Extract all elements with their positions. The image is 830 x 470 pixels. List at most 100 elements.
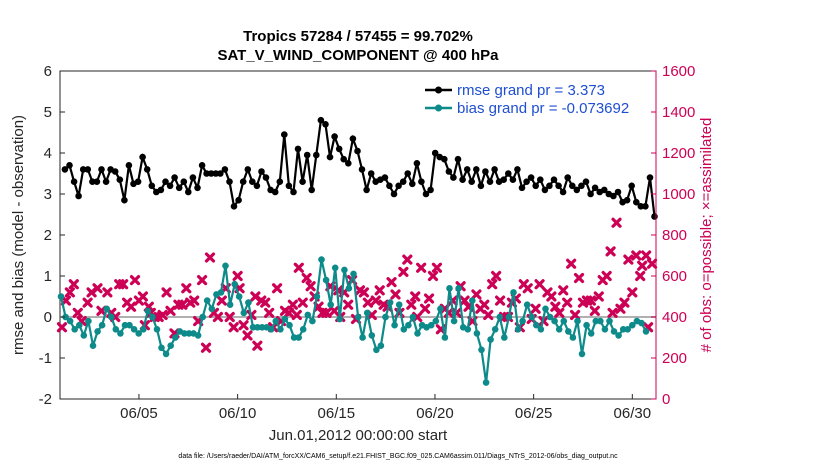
- obs-marker: [518, 279, 529, 290]
- obs-marker-stroke: [256, 295, 267, 306]
- bias-point: [546, 313, 554, 321]
- obs-marker: [419, 303, 431, 314]
- obs-marker-stroke: [370, 295, 381, 306]
- rmse-point: [555, 182, 562, 190]
- rmse-point: [651, 213, 658, 220]
- obs-marker-stroke: [635, 270, 646, 282]
- obs-marker: [279, 305, 291, 316]
- rmse-point: [258, 168, 265, 175]
- rmse-point: [550, 176, 558, 183]
- obs-marker: [619, 297, 630, 308]
- rmse-point: [249, 178, 256, 185]
- y-tick-label: 0: [44, 309, 52, 326]
- bias-point: [496, 313, 504, 321]
- rmse-point: [121, 196, 128, 204]
- obs-marker: [64, 287, 75, 298]
- bias-point: [62, 313, 69, 321]
- bias-point: [528, 313, 536, 321]
- bias-point: [469, 297, 476, 304]
- rmse-point: [445, 168, 453, 175]
- rmse-point: [399, 178, 407, 185]
- rmse-point: [116, 176, 124, 183]
- bias-point: [85, 317, 92, 325]
- obs-marker-stroke: [224, 311, 235, 323]
- obs-marker: [86, 287, 97, 298]
- rmse-point: [633, 198, 640, 206]
- bias-point: [638, 319, 645, 327]
- obs-marker-stroke: [343, 299, 354, 310]
- bias-point: [322, 276, 330, 284]
- y-right-tick-label: 1600: [662, 63, 695, 80]
- y-axis-label: rmse and bias (model - observation): [10, 115, 27, 355]
- rmse-point: [354, 147, 361, 155]
- rmse-point: [340, 155, 348, 163]
- rmse-point: [441, 155, 448, 163]
- bias-point: [254, 324, 261, 331]
- obs-marker-stroke: [471, 289, 482, 300]
- obs-marker-stroke: [611, 217, 622, 228]
- bias-point: [199, 313, 206, 321]
- bias-point: [345, 285, 353, 292]
- y-right-tick-label: 200: [662, 350, 687, 367]
- bias-point: [382, 313, 389, 321]
- bias-point: [446, 285, 453, 292]
- rmse-point: [171, 174, 178, 181]
- bias-point: [117, 330, 124, 337]
- obs-marker-stroke: [313, 301, 324, 312]
- obs-marker-stroke: [165, 305, 176, 316]
- obs-marker: [200, 342, 212, 353]
- obs-marker: [390, 289, 401, 300]
- obs-marker: [114, 279, 125, 290]
- rmse-point: [527, 174, 535, 181]
- rmse-point: [93, 178, 101, 185]
- bias-point: [359, 334, 366, 341]
- obs-marker-stroke: [593, 291, 604, 302]
- bias-point: [172, 334, 179, 341]
- y-tick-label: -2: [39, 391, 52, 408]
- obs-marker-stroke: [390, 289, 401, 300]
- rmse-point: [532, 182, 539, 190]
- obs-marker: [487, 279, 498, 290]
- obs-marker-stroke: [161, 287, 172, 298]
- y-right-tick-label: 400: [662, 309, 687, 326]
- obs-marker-stroke: [491, 270, 502, 282]
- bias-point: [610, 328, 618, 335]
- rmse-point: [226, 178, 233, 185]
- bias-point: [336, 315, 344, 323]
- obs-marker-stroke: [479, 299, 490, 310]
- obs-marker-stroke: [374, 285, 385, 296]
- obs-marker: [573, 272, 585, 284]
- obs-marker-stroke: [558, 285, 569, 296]
- obs-marker-stroke: [447, 295, 458, 306]
- obs-marker: [605, 246, 616, 257]
- obs-marker-stroke: [398, 266, 409, 277]
- rmse-point: [623, 196, 631, 204]
- rmse-point: [523, 178, 530, 185]
- bias-point: [126, 321, 133, 329]
- y-axis-right-ticks: 0 200 400 600 800 1000 1200 1400 1600: [651, 63, 695, 408]
- rmse-point: [363, 186, 370, 194]
- legend-rmse-label: rmse grand pr = 3.373: [457, 82, 605, 99]
- obs-marker-stroke: [228, 322, 239, 333]
- obs-marker-stroke: [200, 342, 212, 353]
- bias-point: [194, 332, 202, 339]
- obs-marker-stroke: [301, 272, 312, 284]
- bias-point: [501, 334, 508, 341]
- obs-marker-stroke: [534, 279, 545, 290]
- rmse-point: [381, 174, 389, 181]
- obs-marker-stroke: [204, 252, 216, 263]
- bias-point: [245, 299, 252, 306]
- rmse-point: [111, 168, 119, 175]
- rmse-point: [70, 178, 78, 185]
- rmse-point: [582, 178, 590, 185]
- obs-marker-stroke: [641, 250, 652, 261]
- obs-marker: [406, 299, 417, 310]
- obs-marker: [386, 277, 397, 288]
- x-tick-label: 06/10: [219, 405, 257, 422]
- y-right-tick-label: 0: [662, 391, 670, 408]
- rmse-point: [459, 176, 466, 183]
- y-tick-label: 3: [44, 186, 52, 203]
- bias-point: [473, 330, 481, 337]
- obs-marker-stroke: [82, 297, 93, 308]
- rmse-point: [386, 182, 393, 190]
